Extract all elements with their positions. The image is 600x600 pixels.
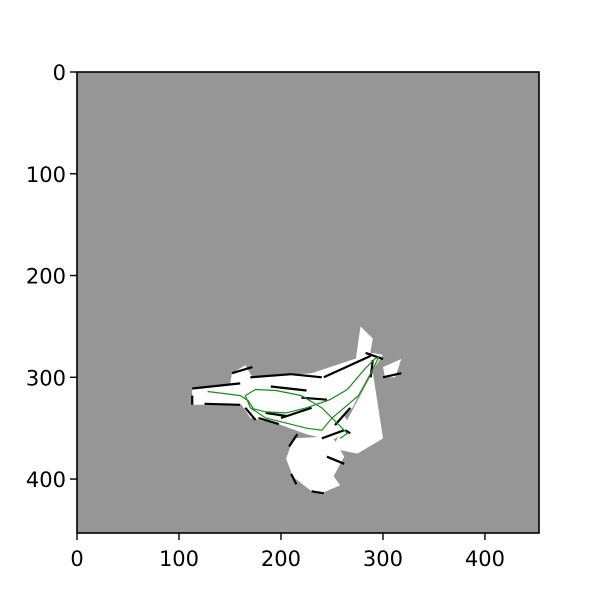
x-axis: 0 100 200 300 400 (70, 533, 505, 571)
y-tick-label: 200 (26, 265, 66, 289)
obstacle-wall-10 (334, 407, 352, 426)
map-layer (191, 326, 402, 495)
obstacle-wall-15 (280, 406, 312, 420)
obstacle-wall-3 (204, 402, 241, 406)
y-tick-label: 300 (26, 366, 66, 390)
free-region-8 (306, 474, 341, 494)
x-tick-label: 300 (363, 547, 403, 571)
obstacle-wall-21 (265, 411, 287, 418)
free-region-9 (270, 389, 317, 408)
x-tick-label: 200 (261, 547, 301, 571)
robot-trajectory (207, 355, 381, 439)
obstacle-wall-13 (244, 407, 257, 421)
obstacle-wall-17 (326, 455, 345, 465)
y-tick-label: 100 (26, 163, 66, 187)
obstacle-wall-18 (311, 490, 324, 495)
obstacle-wall-11 (321, 429, 345, 440)
y-axis: 0 100 200 300 400 (26, 61, 77, 492)
obstacle-wall-23 (270, 385, 307, 392)
obstacle-wall-9 (369, 359, 374, 378)
x-tick-label: 400 (465, 547, 505, 571)
axes-frame (76, 71, 540, 534)
free-region-6 (383, 359, 402, 378)
obstacle-wall-4 (231, 366, 253, 375)
obstacle-wall-14 (258, 416, 280, 426)
obstacle-wall-12 (344, 429, 351, 435)
y-tick-label: 400 (26, 468, 66, 492)
obstacle-wall-7 (323, 354, 372, 379)
y-tick-label: 0 (53, 61, 66, 85)
obstacle-wall-20 (382, 372, 402, 379)
obstacle-wall-6 (291, 373, 322, 379)
free-region-4 (332, 372, 383, 454)
x-tick-label: 100 (159, 547, 199, 571)
obstacle-wall-8 (365, 351, 384, 361)
x-tick-label: 0 (70, 547, 83, 571)
obstacle-wall-19 (290, 473, 298, 485)
obstacle-wall-16 (288, 433, 299, 448)
obstacle-wall-5 (250, 373, 292, 379)
obstacle-wall-1 (192, 382, 241, 390)
